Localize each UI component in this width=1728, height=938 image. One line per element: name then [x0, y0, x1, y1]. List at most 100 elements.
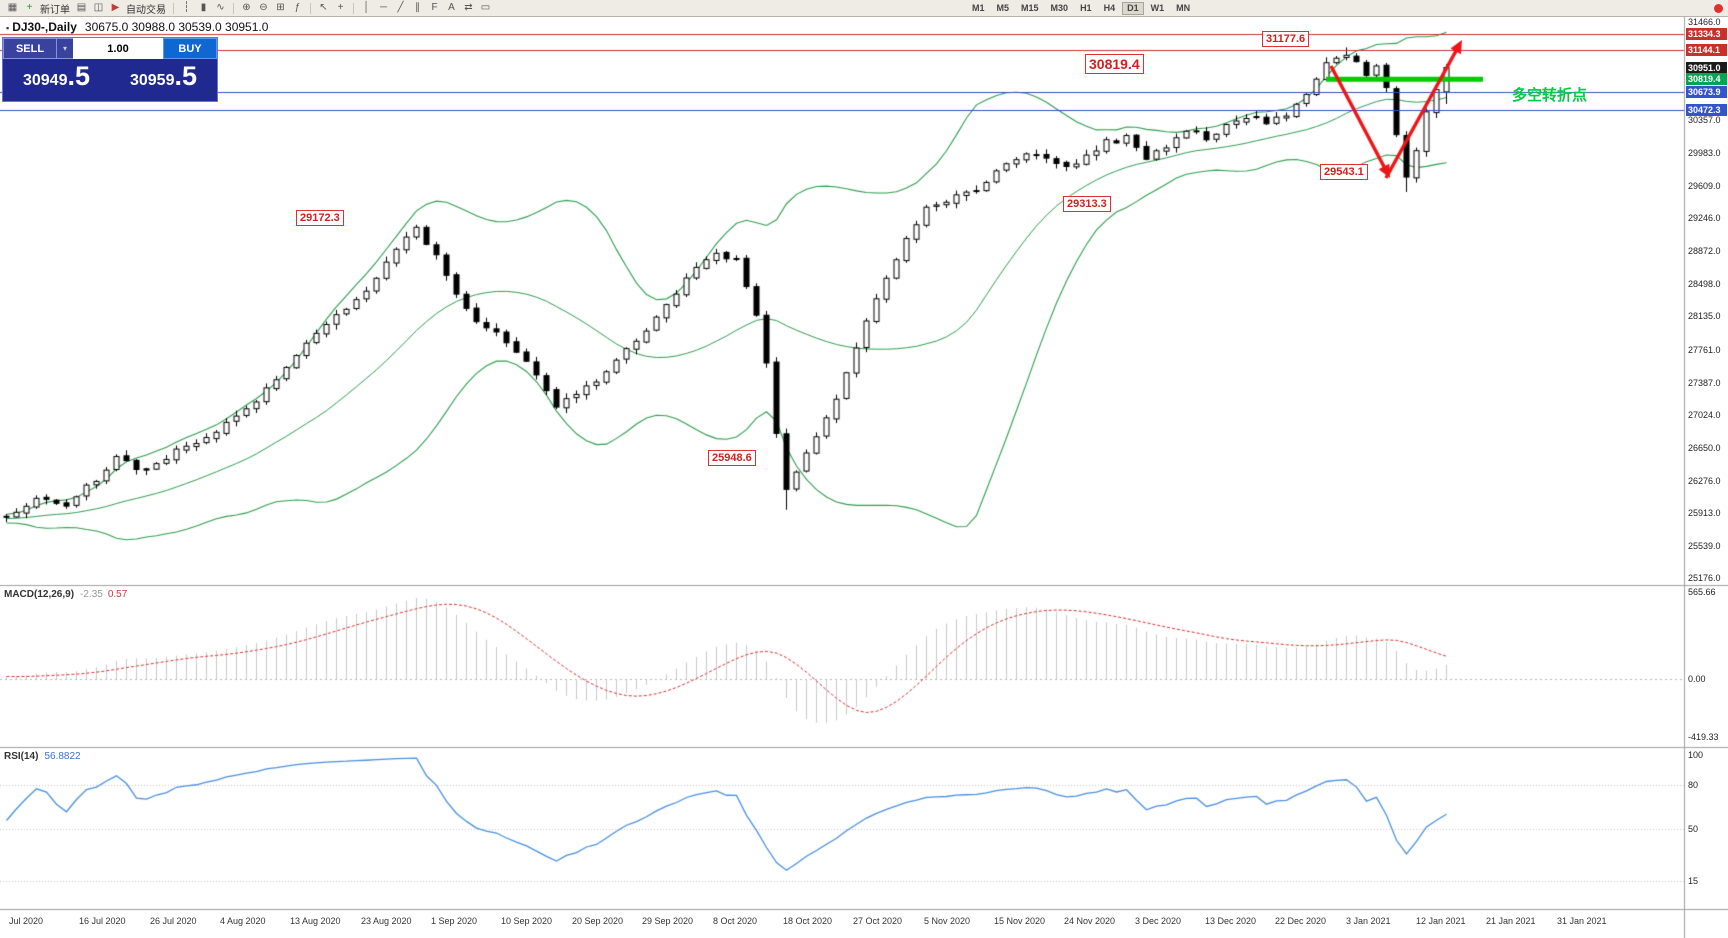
- price-level-box: 30472.3: [1686, 104, 1727, 116]
- volume-input[interactable]: [73, 38, 163, 59]
- date-tick-label: 3 Jan 2021: [1346, 916, 1391, 926]
- date-tick-label: 16 Jul 2020: [79, 916, 126, 926]
- buy-price[interactable]: 30959.5: [110, 59, 217, 101]
- crosshair-icon[interactable]: +: [333, 2, 348, 15]
- price-callout[interactable]: 25948.6: [708, 450, 756, 467]
- macd-axis-label: -419.33: [1688, 732, 1719, 742]
- macd-value-signal: 0.57: [107, 589, 128, 600]
- timeframe-h1[interactable]: H1: [1080, 2, 1092, 13]
- chart-window-icon[interactable]: ▦: [5, 2, 20, 15]
- price-tick-label: 28872.0: [1688, 246, 1721, 256]
- timeframe-m5[interactable]: M5: [996, 2, 1010, 13]
- record-icon[interactable]: [1714, 3, 1723, 13]
- channel-icon: ∥: [415, 2, 420, 13]
- line-chart-icon[interactable]: ∿: [213, 2, 228, 15]
- vertical-line-icon: │: [363, 2, 370, 13]
- autotrading-button[interactable]: ▶: [108, 2, 123, 15]
- text-label-icon[interactable]: A: [444, 2, 459, 15]
- zoom-out-icon: ⊖: [259, 2, 268, 13]
- sell-price[interactable]: 30949.5: [3, 59, 110, 101]
- timeframe-m30[interactable]: M30: [1050, 2, 1069, 13]
- profiles-icon[interactable]: ▤: [74, 2, 89, 15]
- price-callout[interactable]: 29313.3: [1063, 196, 1111, 213]
- new-order-button[interactable]: +: [22, 2, 37, 15]
- cursor-icon: ↖: [319, 2, 328, 13]
- main-toolbar: ▦ + 新订单 ▤ ◫ ▶ 自动交易 ┆ ▮ ∿ ⊕ ⊖ ⊞ ƒ ↖ + │ ─ ╱ ∥ F A ⇄ ▭ M1 M5 M15 M30 H…: [0, 0, 1728, 17]
- chart-grid-icon[interactable]: ◫: [91, 2, 106, 15]
- date-tick-label: 29 Sep 2020: [642, 916, 694, 926]
- sell-price-main: 30949: [22, 72, 68, 89]
- price-tick-label: 29609.0: [1688, 181, 1721, 191]
- toolbar-separator: [353, 2, 354, 14]
- horizontal-line-icon: ─: [379, 2, 388, 13]
- autotrading-button: ▶: [111, 2, 120, 13]
- chart-window-icon: ▦: [7, 2, 18, 13]
- ohlc-bars-icon[interactable]: ┆: [179, 2, 194, 15]
- macd-value-main: -2.35: [80, 589, 103, 600]
- price-tick-label: 29983.0: [1688, 148, 1721, 158]
- new-order-button-label[interactable]: 新订单: [40, 4, 70, 16]
- date-tick-label: 5 Nov 2020: [924, 916, 971, 926]
- date-tick-label: 4 Aug 2020: [220, 916, 266, 926]
- arrows-icon: ⇄: [464, 2, 473, 13]
- date-tick-label: 23 Aug 2020: [361, 916, 412, 926]
- trendline-icon[interactable]: ╱: [393, 2, 408, 15]
- rsi-name: RSI(14): [4, 751, 39, 762]
- sell-button[interactable]: SELL: [3, 38, 57, 59]
- zoom-in-icon[interactable]: ⊕: [239, 2, 254, 15]
- trendline-icon: ╱: [397, 2, 404, 13]
- horizontal-line-icon[interactable]: ─: [376, 2, 391, 15]
- zoom-out-icon[interactable]: ⊖: [256, 2, 271, 15]
- macd-axis-label: 0.00: [1688, 674, 1706, 684]
- price-callout[interactable]: 29172.3: [296, 210, 344, 227]
- price-tick-label: 25539.0: [1688, 541, 1721, 551]
- turning-point-note[interactable]: 多空转折点: [1512, 87, 1588, 104]
- date-tick-label: Jul 2020: [9, 916, 44, 926]
- timeframe-mn[interactable]: MN: [1176, 2, 1191, 13]
- price-callout[interactable]: 29543.1: [1320, 164, 1368, 181]
- date-tick-label: 8 Oct 2020: [713, 916, 758, 926]
- shapes-icon[interactable]: ▭: [478, 2, 493, 15]
- date-tick-label: 1 Sep 2020: [431, 916, 478, 926]
- ohlc-values: 30675.0 30988.0 30539.0 30951.0: [84, 20, 269, 34]
- toolbar-separator: [173, 2, 174, 14]
- indicators-icon[interactable]: ƒ: [290, 2, 305, 15]
- arrows-icon[interactable]: ⇄: [461, 2, 476, 15]
- price-axis: 31466.0 30357.0 29983.0 29609.0 29246.0 28872…: [1686, 0, 1728, 938]
- timeframe-m1[interactable]: M1: [972, 2, 985, 13]
- price-level-box: 31144.1: [1686, 44, 1727, 56]
- timeframe-w1[interactable]: W1: [1150, 2, 1165, 13]
- buy-price-frac: .5: [174, 61, 198, 91]
- cursor-icon[interactable]: ↖: [316, 2, 331, 15]
- sell-price-frac: .5: [67, 61, 91, 91]
- chart-marker-icon: ▪: [6, 23, 10, 33]
- new-order-button: +: [26, 2, 33, 13]
- date-tick-label: 3 Dec 2020: [1135, 916, 1182, 926]
- autotrading-button-label[interactable]: 自动交易: [126, 4, 166, 16]
- line-chart-icon: ∿: [216, 2, 225, 13]
- date-tick-label: 20 Sep 2020: [572, 916, 624, 926]
- price-callout[interactable]: 31177.6: [1262, 31, 1310, 48]
- channel-icon[interactable]: ∥: [410, 2, 425, 15]
- fibonacci-icon[interactable]: F: [427, 2, 442, 15]
- volume-dropdown-arrow[interactable]: ▾: [57, 38, 73, 59]
- timeframe-d1[interactable]: D1: [1122, 1, 1144, 15]
- price-tick-label: 27387.0: [1688, 378, 1721, 388]
- timeframe-h4[interactable]: H4: [1103, 2, 1116, 13]
- price-tick-label: 27761.0: [1688, 345, 1721, 355]
- toolbar-separator: [233, 2, 234, 14]
- price-callout[interactable]: 30819.4: [1085, 54, 1144, 75]
- tile-windows-icon[interactable]: ⊞: [273, 2, 288, 15]
- price-tick-label: 26650.0: [1688, 443, 1721, 453]
- buy-button[interactable]: BUY: [163, 38, 217, 59]
- candlestick-chart-icon[interactable]: ▮: [196, 2, 211, 15]
- rsi-axis-label: 80: [1688, 780, 1699, 790]
- timeframe-m15[interactable]: M15: [1021, 2, 1039, 13]
- price-tick-label: 26276.0: [1688, 476, 1721, 486]
- rsi-axis-label: 15: [1688, 876, 1699, 886]
- vertical-line-icon[interactable]: │: [359, 2, 374, 15]
- chart-grid-icon: ◫: [93, 2, 104, 13]
- candlestick-chart-icon: ▮: [200, 2, 207, 13]
